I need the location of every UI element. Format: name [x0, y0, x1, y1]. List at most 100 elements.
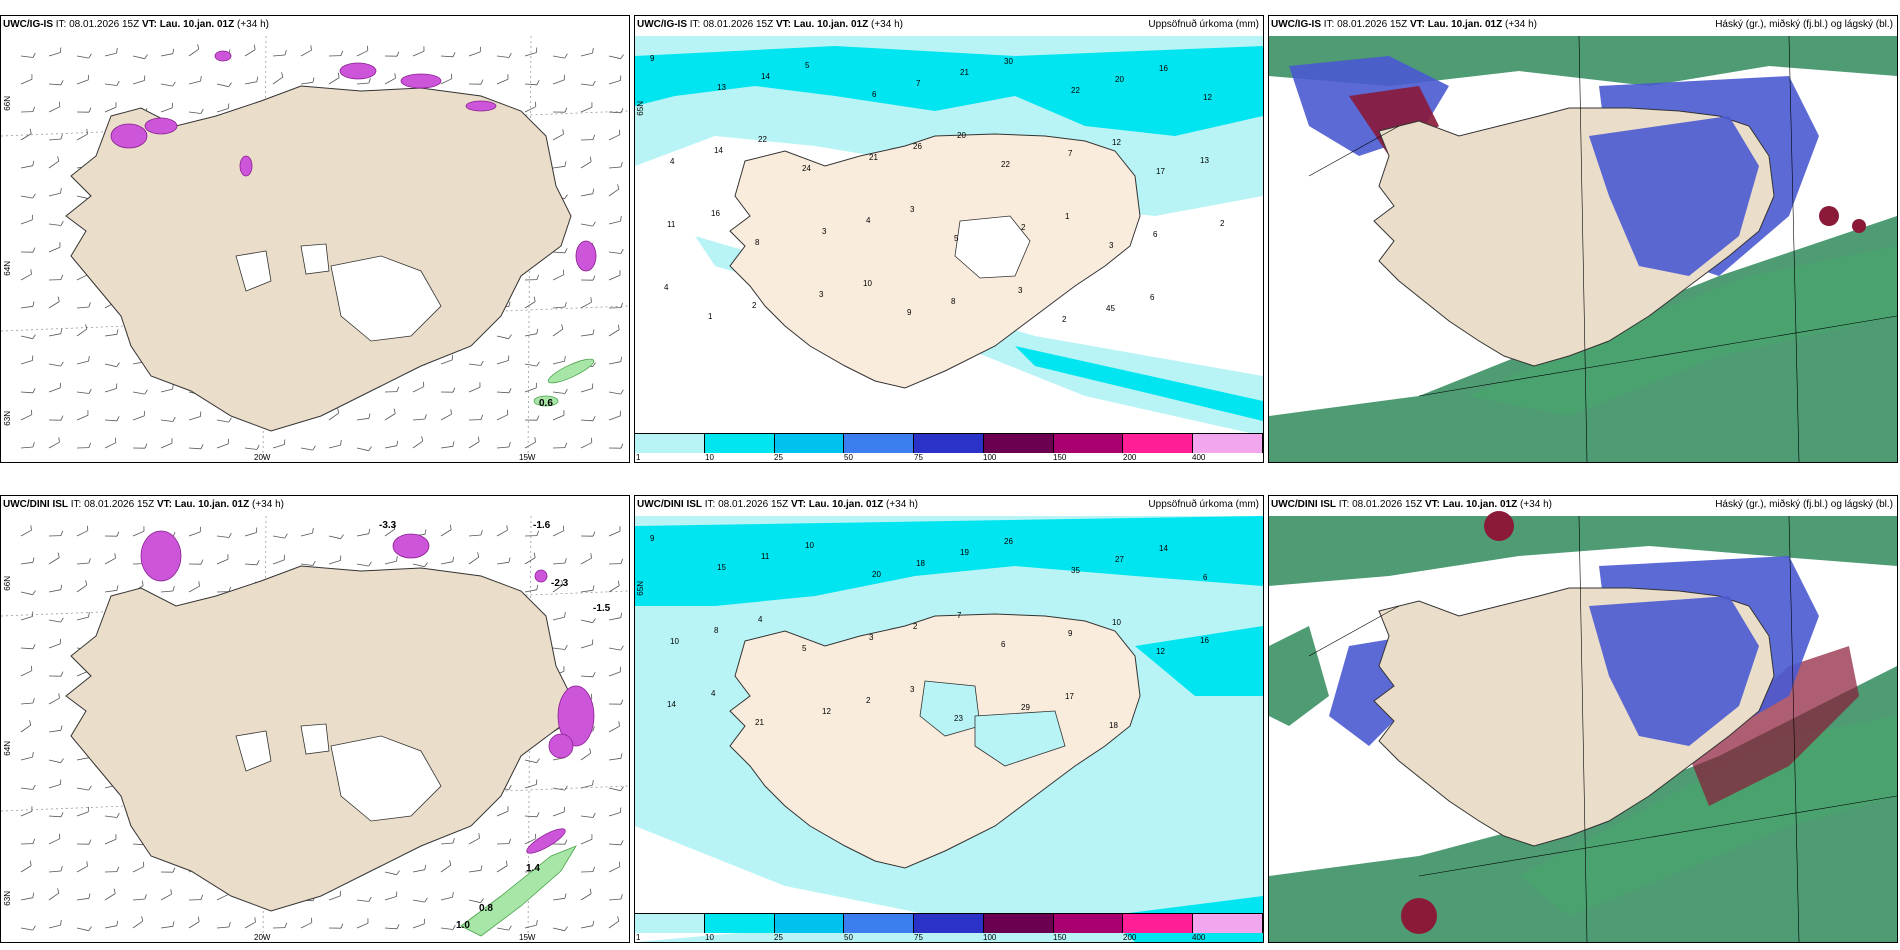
temperature-value: -3.3: [379, 520, 397, 531]
colorbar-cell: [635, 434, 705, 453]
precip-amount-label: 3: [1109, 241, 1114, 250]
colorbar-cell: [774, 914, 845, 933]
colorbar-cell: [914, 914, 984, 933]
precip-amount-label: 2: [1021, 223, 1026, 232]
colorbar-ticks: 1 10 25 50 75 100 150 200 400: [635, 933, 1263, 942]
precip-amount-label: 16: [1200, 636, 1209, 645]
precip-panel-dini: UWC/DINI ISL IT: 08.01.2026 15Z VT: Lau.…: [634, 495, 1264, 943]
precip-amount-label: 7: [916, 79, 921, 88]
precip-amount-label: 22: [1071, 86, 1080, 95]
colorbar-cell: [1193, 914, 1263, 933]
it-label: IT:: [1323, 19, 1335, 30]
cloud-map: [1269, 511, 1897, 942]
it-label: IT:: [1338, 499, 1350, 510]
precip-amount-label: 1: [1065, 212, 1070, 221]
model-name: UWC/DINI ISL: [1271, 499, 1336, 510]
it-label: IT:: [689, 19, 701, 30]
lat-label: 63N: [3, 891, 12, 906]
precip-amount-label: 7: [1068, 149, 1073, 158]
vt-label: VT:: [156, 499, 172, 510]
init-time: 08.01.2026 15Z: [718, 499, 789, 510]
precip-amount-label: 13: [717, 83, 726, 92]
wind-panel-dini: UWC/DINI ISL IT: 08.01.2026 15Z VT: Lau.…: [0, 495, 630, 943]
vt-label: VT:: [1424, 499, 1440, 510]
precip-amount-label: 2: [913, 622, 918, 631]
lon-label: 15W: [519, 933, 536, 942]
precip-amount-label: 26: [1004, 537, 1013, 546]
colorbar-cell: [704, 914, 775, 933]
init-time: 08.01.2026 15Z: [84, 499, 155, 510]
iceland-land: [729, 613, 1141, 869]
precip-amount-label: 17: [1156, 167, 1165, 176]
colorbar-cell: [704, 434, 775, 453]
precip-amount-label: 6: [1150, 293, 1155, 302]
precip-amount-label: 14: [714, 146, 723, 155]
precip-amount-label: 20: [872, 570, 881, 579]
colorbar-tick: 150: [1053, 453, 1067, 462]
precip-amount-label: 19: [960, 548, 969, 557]
icing-value: 0.6: [539, 398, 553, 409]
precip-amount-label: 30: [1004, 57, 1013, 66]
precip-amount-label: 18: [916, 559, 925, 568]
temperature-value: -2.3: [551, 578, 569, 589]
iceland-land: [65, 565, 572, 912]
border-lines: [1308, 35, 1897, 462]
precip-colorbar: [635, 433, 1263, 454]
precip-amount-label: 23: [954, 714, 963, 723]
lon-label: 20W: [254, 453, 271, 462]
precip-amount-label: 10: [1112, 618, 1121, 627]
lead-time: (+34 h): [1520, 499, 1552, 510]
precip-amount-label: 35: [1071, 566, 1080, 575]
init-time: 08.01.2026 15Z: [69, 19, 140, 30]
colorbar-cell: [1123, 434, 1194, 453]
precip-amount-label: 2: [866, 696, 871, 705]
precip-amount-label: 12: [1112, 138, 1121, 147]
valid-time: Lau. 10.jan. 01Z: [793, 19, 869, 30]
lat-label: 63N: [3, 411, 12, 426]
precip-amount-label: 17: [1065, 692, 1074, 701]
precip-amount-label: 14: [761, 72, 770, 81]
precip-amount-label: 9: [907, 308, 912, 317]
panel-header: UWC/DINI ISL IT: 08.01.2026 15Z VT: Lau.…: [1271, 499, 1552, 510]
precip-amount-label: 4: [711, 689, 716, 698]
precip-amount-label: 45: [1106, 304, 1115, 313]
lat-label: 64N: [3, 741, 12, 756]
precip-map: 9131456721302220161241422242126202271217…: [635, 36, 1263, 436]
vt-label: VT:: [775, 19, 791, 30]
valid-time: Lau. 10.jan. 01Z: [1427, 19, 1503, 30]
precip-amount-label: 24: [802, 164, 811, 173]
panel-header: UWC/DINI ISL IT: 08.01.2026 15Z VT: Lau.…: [637, 499, 918, 510]
precip-amount-label: 16: [711, 209, 720, 218]
cloud-overlay-blue: [1589, 116, 1759, 276]
icing-areas: [110, 50, 597, 272]
precip-amount-label: 2: [1062, 315, 1067, 324]
precip-amount-label: 4: [664, 283, 669, 292]
precip-amount-label: 6: [1203, 573, 1208, 582]
precip-amount-label: 26: [913, 142, 922, 151]
colorbar-cell: [844, 434, 915, 453]
precip-amount-label: 13: [1200, 156, 1209, 165]
cloud-overlay-blue: [1589, 596, 1759, 746]
colorbar-tick: 1: [636, 453, 641, 462]
panel-header: UWC/IG-IS IT: 08.01.2026 15Z VT: Lau. 10…: [1271, 19, 1537, 30]
precip-amount-label: 6: [1153, 230, 1158, 239]
panel-header: UWC/DINI ISL IT: 08.01.2026 15Z VT: Lau.…: [3, 499, 284, 510]
colorbar-ticks: 1 10 25 50 75 100 150 200 400: [635, 453, 1263, 462]
panel-header: UWC/IG-IS IT: 08.01.2026 15Z VT: Lau. 10…: [3, 19, 269, 30]
map-title: Háský (gr.), miðský (fj.bl.) og lágský (…: [1715, 499, 1893, 510]
precip-amount-label: 20: [1115, 75, 1124, 84]
temperature-value: -1.6: [533, 520, 551, 531]
precip-amount-label: 8: [951, 297, 956, 306]
precip-amount-label: 10: [863, 279, 872, 288]
precip-amount-label: 3: [910, 205, 915, 214]
wind-map: -3.3 -1.6 -2.3 -1.5 1.0 0.8 1.4: [1, 515, 629, 942]
colorbar-tick: 50: [844, 453, 853, 462]
precip-amount-label: 20: [957, 131, 966, 140]
model-name: UWC/DINI ISL: [637, 499, 702, 510]
precip-amount-label: 14: [667, 700, 676, 709]
precip-amount-labels: 9151110201819263527146108453276910121614…: [650, 534, 1209, 730]
precip-amount-label: 3: [1018, 286, 1023, 295]
colorbar-tick: 400: [1192, 453, 1206, 462]
cloud-panel-dini: UWC/DINI ISL IT: 08.01.2026 15Z VT: Lau.…: [1268, 495, 1898, 943]
lead-time: (+34 h): [237, 19, 269, 30]
